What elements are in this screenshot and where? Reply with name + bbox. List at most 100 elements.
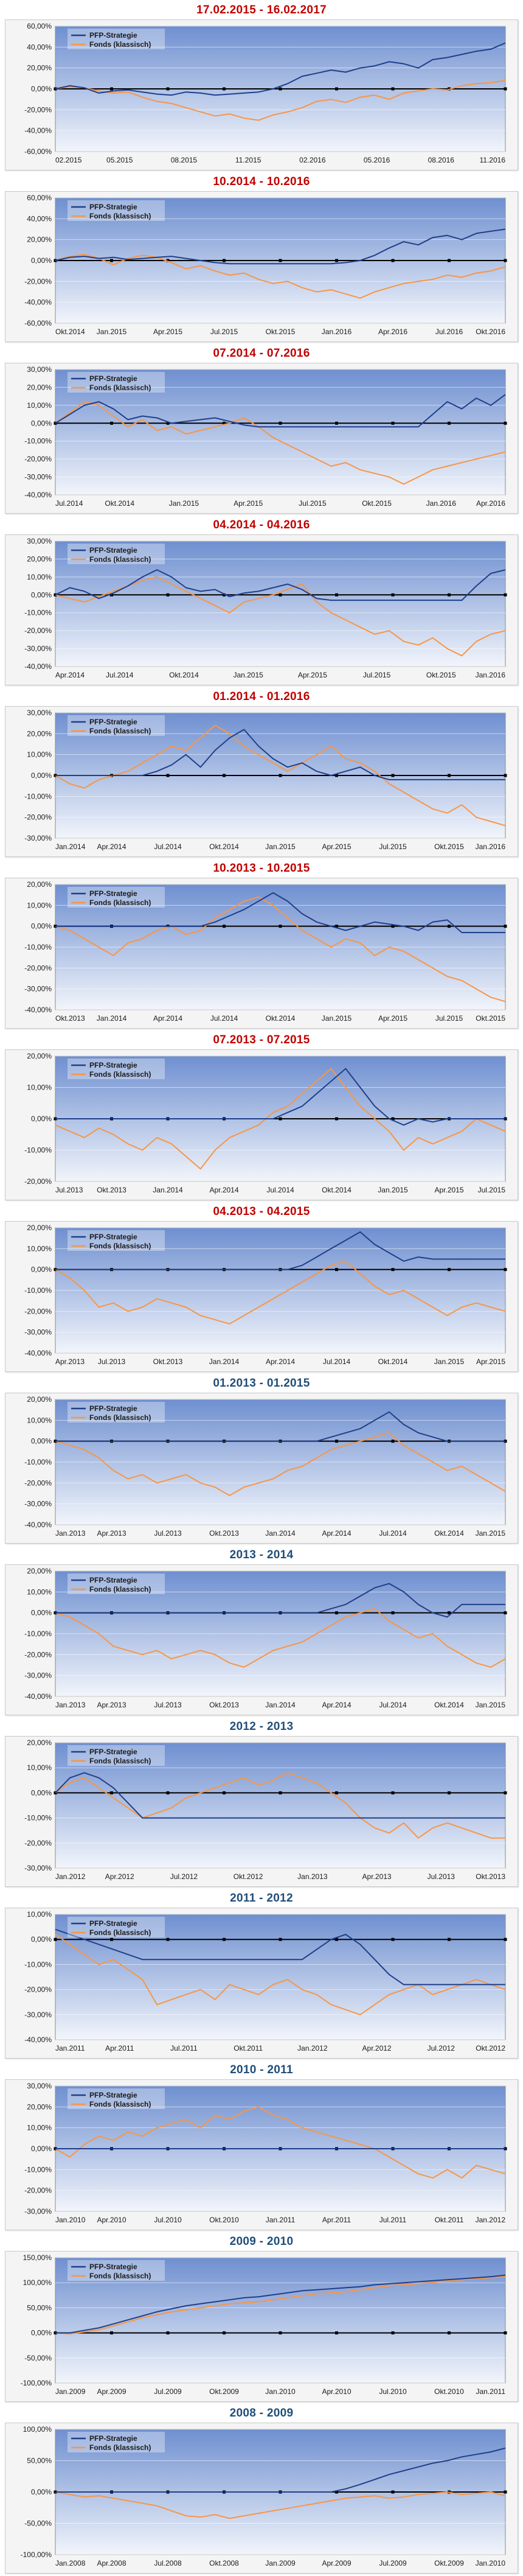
x-tick-label: Jan.2015 [169,499,199,508]
y-tick-label: 0,00% [31,922,52,931]
chart-frame: 20,00% 10,00% 0,00% -10,00% -20,00% -30,00% Ja… [5,1736,518,1887]
chart-panel: 04.2013 - 04.2015 20,00% 10,00% 0,00% -10,00… [0,1203,523,1373]
series-line-pfp [55,569,506,601]
y-tick-label: 20,00% [27,880,52,889]
series-line-fonds [55,724,506,827]
legend-entry: PFP-Strategie [89,1061,137,1069]
y-tick-label: -50,00% [24,2519,52,2528]
x-tick-label: Jul.2011 [170,2044,198,2053]
baseline-marker [335,1117,338,1121]
series-line-pfp [55,228,506,265]
y-tick-label: 0,00% [31,1115,52,1123]
legend-box [68,887,165,908]
legend-entry: Fonds (klassisch) [89,727,151,735]
y-tick-label: -20,00% [24,455,52,463]
y-tick-label: -30,00% [24,1671,52,1680]
series-line-pfp [55,1928,505,1986]
y-tick-label: -20,00% [24,1479,52,1487]
baseline-marker [504,87,507,91]
baseline-marker [448,1791,451,1794]
y-tick-label: 10,00% [27,751,52,759]
baseline-marker [223,2331,226,2335]
x-tick-label: Apr.2014 [322,1701,351,1709]
baseline-marker [110,593,113,597]
x-tick-label: Jan.2015 [265,842,296,851]
baseline-marker [504,774,507,777]
chart-frame: 30,00% 20,00% 10,00% 0,00% -10,00% -20,00% -30… [5,706,518,857]
baseline-marker [335,2331,338,2335]
y-tick-label: -10,00% [24,1629,52,1638]
baseline-marker [391,87,395,91]
baseline-marker [448,1268,451,1272]
legend-entry: PFP-Strategie [89,718,137,726]
y-tick-label: -20,00% [24,1307,52,1315]
y-tick-label: 0,00% [31,1609,52,1617]
y-tick-label: -100,00% [21,2550,52,2559]
y-tick-label: 50,00% [27,2457,52,2465]
line-chart: 60,00% 40,00% 20,00% 0,00% -20,00% -40,00% -60… [24,194,507,336]
baseline-marker [166,1937,170,1941]
x-tick-label: Okt.2012 [476,2044,505,2053]
baseline-marker [166,1791,170,1794]
legend-entry: PFP-Strategie [89,1748,137,1756]
baseline-marker [279,1117,282,1121]
baseline-marker [223,1937,226,1941]
chart-title: 07.2014 - 07.2016 [213,347,310,360]
series-line-fonds [55,1260,506,1325]
line-chart: 150,00% 100,00% 50,00% 0,00% -50,00% -100,00%… [21,2253,507,2396]
baseline-marker [166,593,170,597]
baseline-marker [504,925,507,928]
y-tick-label: -20,00% [24,105,52,114]
y-tick-label: 150,00% [23,2253,52,2262]
baseline-marker [335,1268,338,1272]
y-tick-label: 20,00% [27,1052,52,1060]
chart-frame: 60,00% 40,00% 20,00% 0,00% -20,00% -40,00% -60… [5,19,518,170]
chart-panel: 10.2014 - 10.2016 60,00% 40,00% 20,00% 0,00%… [0,173,523,343]
y-tick-label: 20,00% [27,1223,52,1232]
x-tick-label: Okt.2011 [234,2044,263,2053]
x-tick-label: Okt.2014 [266,1014,296,1023]
chart-panel: 2009 - 2010 150,00% 100,00% 50,00% 0,00% -50,… [0,2233,523,2403]
x-tick-label: Jan.2010 [55,2216,86,2224]
y-tick-label: -40,00% [24,491,52,499]
x-tick-label: Okt.2014 [209,842,239,851]
x-tick-label: Okt.2014 [434,1701,464,1709]
x-tick-label: Jan.2014 [97,1014,127,1023]
baseline-marker [448,774,451,777]
x-tick-label: Jul.2014 [154,842,182,851]
baseline-marker [504,2331,507,2335]
series-line-fonds [55,1068,506,1170]
baseline-marker [448,1611,451,1615]
baseline-marker [391,1268,395,1272]
y-tick-label: 40,00% [27,214,52,223]
baseline-marker [335,774,338,777]
x-tick-label: Okt.2015 [362,499,392,508]
line-chart: 20,00% 10,00% 0,00% -10,00% -20,00% -30,00% -4… [24,1567,507,1709]
y-tick-label: -10,00% [24,943,52,951]
line-chart: 20,00% 10,00% 0,00% -10,00% -20,00% -30,00% -4… [24,880,507,1023]
y-tick-label: -30,00% [24,2207,52,2216]
chart-title: 10.2013 - 10.2015 [213,862,310,875]
series-line-fonds [55,2276,506,2335]
legend-entry: Fonds (klassisch) [89,1585,151,1594]
chart-frame: 20,00% 10,00% 0,00% -10,00% -20,00% -30,00% -4… [5,1393,518,1544]
baseline-marker [391,1791,395,1794]
x-tick-label: Okt.2014 [378,1357,408,1366]
baseline-marker [448,2331,451,2335]
y-tick-label: -50,00% [24,2354,52,2362]
legend-entry: Fonds (klassisch) [89,898,151,907]
baseline-marker [223,593,226,597]
series-line-fonds [55,1432,506,1496]
series-line-fonds [55,1772,505,1839]
baseline-marker [391,2490,395,2494]
series-line-pfp [55,1231,505,1270]
y-tick-label: 20,00% [27,729,52,738]
series-line-pfp [55,2274,506,2334]
x-tick-label: Okt.2016 [476,327,505,336]
x-tick-label: Okt.2011 [435,2216,464,2224]
line-chart: 30,00% 20,00% 10,00% 0,00% -10,00% -20,00% -30… [24,537,507,679]
baseline-marker [448,925,451,928]
y-tick-label: 100,00% [23,2425,52,2434]
